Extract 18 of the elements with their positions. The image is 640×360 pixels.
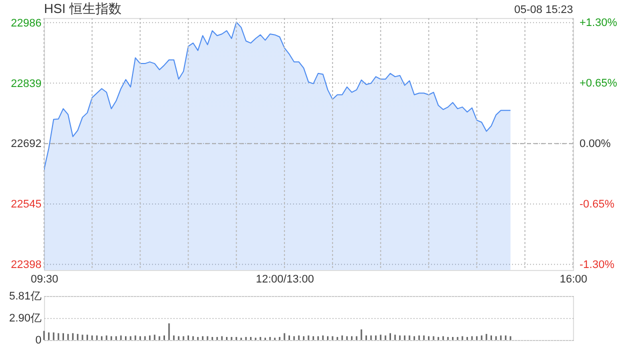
y-tick-label: 0 [35, 334, 42, 346]
x-tick-label: 16:00 [560, 274, 588, 286]
y-tick-label: 22398 [10, 258, 42, 271]
y-tick-label: 22545 [10, 198, 42, 210]
text: 05-08 15:23 [514, 4, 573, 16]
y2-tick-label: -1.30% [580, 258, 615, 271]
chart-title: HSI 恒生指数 [44, 1, 122, 16]
y2-tick-label: 0.00% [580, 138, 611, 150]
y-tick-label: 22986 [10, 17, 42, 30]
x-tick-label: 09:30 [30, 274, 58, 286]
x-tick-label: 12:00/13:00 [256, 274, 314, 286]
y-tick-label: 22692 [10, 138, 42, 150]
y-tick-label: 2.90亿 [9, 312, 42, 325]
y-tick-label: 5.81亿 [9, 290, 42, 302]
y2-tick-label: -0.65% [580, 198, 615, 210]
y2-tick-label: +0.65% [580, 78, 618, 90]
y2-tick-label: +1.30% [580, 17, 618, 30]
y-tick-label: 22839 [10, 78, 42, 90]
